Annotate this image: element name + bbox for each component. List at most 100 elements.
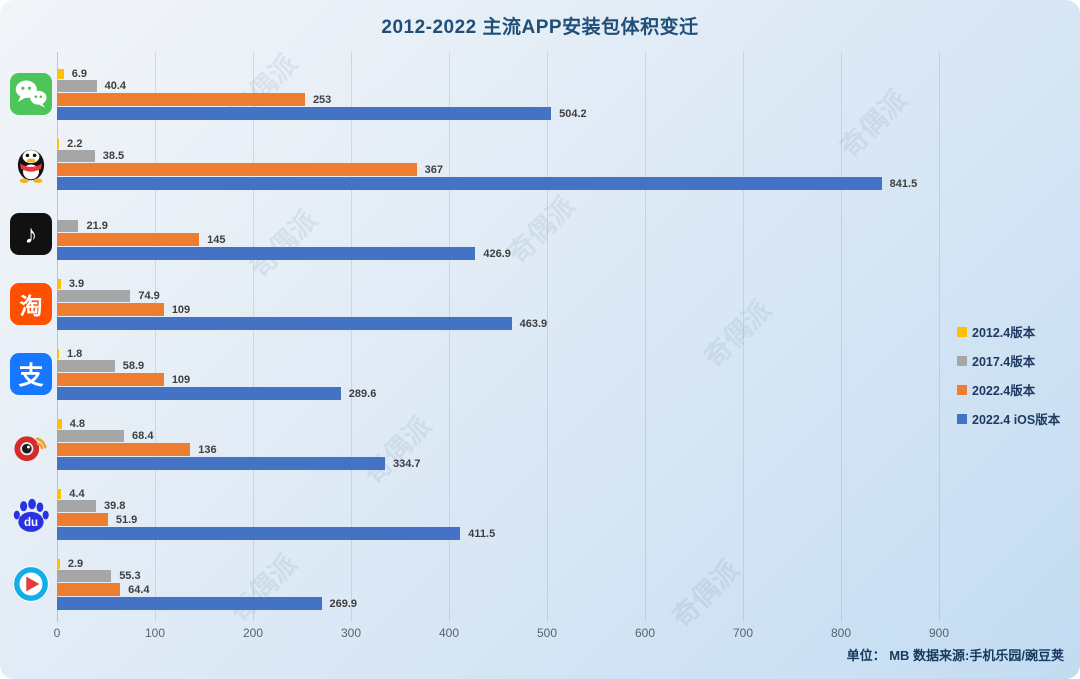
legend-item: 2022.4 iOS版本 [957, 404, 1060, 433]
value-bar [57, 583, 121, 596]
value-bar [57, 290, 131, 302]
app-row-4: 淘 3.9 74.9 109 463.9 [0, 268, 1080, 338]
app-row-5: 支 1.8 58.9 109 289.6 [0, 338, 1080, 408]
weibo-icon [10, 423, 52, 465]
wechat-icon [10, 73, 52, 115]
value-bar [57, 527, 461, 540]
legend-label: 2022.4 iOS版本 [972, 413, 1061, 427]
value-bar [57, 220, 79, 232]
value-bar [57, 80, 97, 92]
x-tick-label: 400 [438, 626, 460, 640]
app-row-7: du 4.4 39.8 51.9 411.5 [0, 478, 1080, 548]
youku-icon [10, 563, 52, 605]
legend-swatch-icon [957, 384, 967, 395]
value-label: 289.6 [348, 387, 377, 400]
app-row-3: ♪ 21.9 145 426.9 [0, 198, 1080, 268]
chart-title: 2012-2022 主流APP安装包体积变迁 [381, 17, 699, 38]
value-label: 3.9 [68, 278, 85, 290]
qq-icon [10, 143, 52, 185]
app-row-6: 4.8 68.4 136 334.7 [0, 408, 1080, 478]
value-bar [57, 233, 200, 246]
value-bar [57, 597, 322, 610]
value-label: 55.3 [119, 570, 141, 582]
value-bar [57, 279, 61, 289]
app-row-2: 2.2 38.5 367 841.5 [0, 128, 1080, 198]
value-bar [57, 317, 512, 330]
value-bar [57, 247, 476, 260]
value-label: 2.9 [67, 558, 84, 570]
legend-label: 2017.4版本 [972, 355, 1036, 369]
value-label: 841.5 [889, 177, 918, 190]
legend-swatch-icon [957, 326, 967, 337]
value-bar [57, 513, 108, 526]
value-label: 58.9 [122, 360, 145, 372]
value-label: 4.8 [69, 418, 85, 430]
gridline [253, 52, 254, 622]
value-bar [57, 387, 341, 400]
alipay-icon: 支 [10, 353, 52, 395]
app-row-8: 2.9 55.3 64.4 269.9 [0, 548, 1080, 618]
value-label: 109 [171, 373, 191, 386]
value-label: 38.5 [102, 150, 125, 162]
value-bar [57, 163, 417, 176]
value-label: 136 [198, 443, 217, 456]
footer-note: 单位： MB 数据来源:手机乐园/豌豆荚 [846, 648, 1064, 663]
value-label: 74.9 [138, 290, 160, 302]
gridline [743, 52, 744, 622]
value-label: 145 [207, 233, 226, 246]
value-label: 6.9 [71, 68, 88, 80]
value-label: 39.8 [104, 500, 126, 512]
baidu-icon: du [10, 493, 52, 535]
value-bar [57, 107, 552, 120]
svg-text:du: du [24, 517, 38, 529]
gridline [939, 52, 940, 622]
x-tick-label: 300 [340, 626, 362, 640]
legend-swatch-icon [957, 355, 967, 366]
x-tick-label: 600 [634, 626, 656, 640]
gridline [547, 52, 548, 622]
value-bar [57, 419, 62, 429]
value-bar [57, 559, 60, 569]
value-bar [57, 489, 62, 499]
legend-swatch-icon [957, 413, 967, 424]
gridline [841, 52, 842, 622]
taobao-icon: 淘 [10, 283, 52, 325]
legend-item: 2022.4版本 [957, 375, 1060, 404]
x-tick-label: 500 [536, 626, 558, 640]
value-bar [57, 443, 191, 456]
app-row-1: 6.9 40.4 253 504.2 [0, 58, 1080, 128]
x-tick-label: 100 [144, 626, 166, 640]
value-bar [57, 139, 60, 149]
value-label: 504.2 [559, 107, 587, 120]
value-label: 269.9 [329, 597, 358, 610]
value-bar [57, 430, 125, 442]
value-bar [57, 570, 112, 582]
value-label: 411.5 [468, 527, 496, 540]
gridline [645, 52, 646, 622]
value-label: 253 [312, 93, 332, 106]
value-bar [57, 373, 164, 386]
value-label: 51.9 [115, 513, 138, 526]
legend-label: 2012.4版本 [972, 326, 1036, 340]
value-bar [57, 500, 96, 512]
value-bar [57, 360, 115, 372]
legend-item: 2017.4版本 [957, 346, 1060, 375]
x-tick-label: 900 [928, 626, 950, 640]
value-bar [57, 177, 882, 190]
legend-item: 2012.4版本 [957, 317, 1060, 346]
value-label: 2.2 [67, 138, 83, 150]
gridline [449, 52, 450, 622]
value-label: 21.9 [86, 220, 108, 232]
value-label: 463.9 [519, 317, 548, 330]
x-tick-label: 200 [242, 626, 264, 640]
value-bar [57, 150, 95, 162]
gridline [351, 52, 352, 622]
value-bar [57, 93, 305, 106]
value-label: 64.4 [128, 583, 150, 596]
y-axis-line [57, 52, 58, 622]
value-bar [57, 349, 59, 359]
value-bar [57, 69, 64, 79]
value-bar [57, 457, 385, 470]
value-label: 334.7 [393, 457, 421, 470]
